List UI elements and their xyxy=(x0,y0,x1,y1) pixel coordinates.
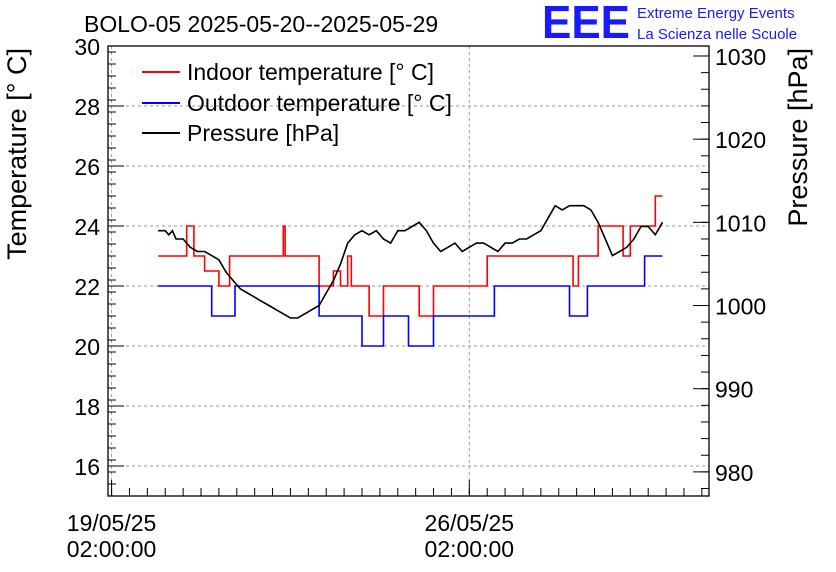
left-tick-label: 18 xyxy=(74,394,100,420)
bottom-tick-label-date: 26/05/25 xyxy=(425,510,515,536)
eee-logo: EEE Extreme Energy Events La Scienza nel… xyxy=(542,0,797,48)
series-line-outdoor-temperature xyxy=(158,255,663,347)
series-line-pressure xyxy=(158,204,664,319)
right-axis: 980 990 1000 1010 1020 1030 xyxy=(693,44,766,490)
right-tick-label: 990 xyxy=(715,377,753,403)
left-axis: 16 18 20 22 24 26 28 30 xyxy=(74,34,124,497)
series-layer xyxy=(158,195,664,347)
left-tick-label: 20 xyxy=(74,334,100,360)
left-tick-label: 24 xyxy=(74,214,100,240)
legend: Indoor temperature [° C] Outdoor tempera… xyxy=(142,59,452,146)
left-tick-label: 30 xyxy=(74,34,100,60)
bottom-tick-label-time: 02:00:00 xyxy=(67,536,157,562)
left-tick-label: 28 xyxy=(74,94,100,120)
right-tick-label: 1010 xyxy=(715,210,766,236)
legend-label-pressure: Pressure [hPa] xyxy=(187,120,339,146)
right-tick-label: 980 xyxy=(715,460,753,486)
right-tick-label: 1030 xyxy=(715,44,766,70)
eee-logo-line2: La Scienza nelle Scuole xyxy=(637,26,797,43)
bottom-tick-label-time: 02:00:00 xyxy=(425,536,515,562)
plot-frame xyxy=(107,45,710,497)
eee-logo-letters: EEE xyxy=(542,0,630,48)
right-tick-label: 1000 xyxy=(715,294,766,320)
eee-logo-line1: Extreme Energy Events xyxy=(637,5,795,22)
y2-axis-label: Pressure [hPa] xyxy=(783,48,813,227)
chart-title: BOLO-05 2025-05-20--2025-05-29 xyxy=(84,11,438,37)
legend-label-indoor: Indoor temperature [° C] xyxy=(187,59,434,85)
legend-label-outdoor: Outdoor temperature [° C] xyxy=(187,90,452,116)
left-tick-label: 22 xyxy=(74,274,100,300)
bottom-tick-label-date: 19/05/25 xyxy=(67,510,157,536)
series-line-indoor-temperature xyxy=(158,195,663,317)
y-axis-label: Temperature [° C] xyxy=(2,48,32,260)
right-tick-label: 1020 xyxy=(715,127,766,153)
left-tick-label: 16 xyxy=(74,454,100,480)
left-tick-label: 26 xyxy=(74,154,100,180)
